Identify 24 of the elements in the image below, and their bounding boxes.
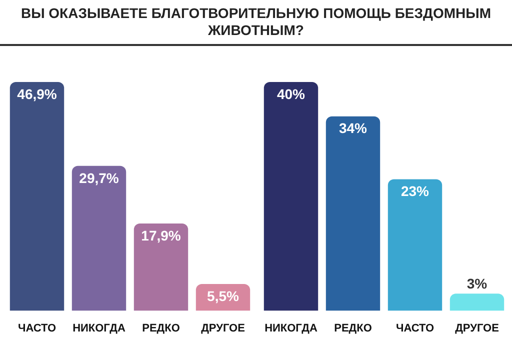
x-tick-label: НИКОГДА — [72, 322, 126, 334]
data-label: 34% — [338, 120, 368, 136]
bar — [326, 116, 380, 311]
bar — [450, 294, 504, 311]
x-tick-label: НИКОГДА — [264, 322, 318, 334]
x-tick-label: РЕДКО — [334, 322, 372, 334]
data-label: 3% — [466, 276, 488, 292]
bar — [10, 82, 64, 311]
data-label: 40% — [276, 86, 306, 102]
x-tick-label: ЧАСТО — [18, 322, 56, 334]
chart-title: ВЫ ОКАЗЫВАЕТЕ БЛАГОТВОРИТЕЛЬНУЮ ПОМОЩЬ БЕЗДОМНЫМ ЖИВОТНЫМ? — [0, 0, 512, 46]
bar — [134, 223, 188, 311]
data-label: 29,7% — [79, 170, 120, 186]
bar — [388, 179, 442, 311]
x-tick-label: ЧАСТО — [396, 322, 434, 334]
data-label: 46,9% — [17, 86, 58, 102]
bar — [264, 82, 318, 311]
x-tick-label: ДРУГОЕ — [201, 322, 245, 334]
x-tick-label: РЕДКО — [142, 322, 180, 334]
bar — [72, 166, 126, 311]
data-label: 23% — [400, 183, 430, 200]
x-tick-label: ДРУГОЕ — [455, 322, 499, 334]
data-label: 17,9% — [141, 227, 182, 244]
data-label: 5,5% — [207, 288, 240, 304]
